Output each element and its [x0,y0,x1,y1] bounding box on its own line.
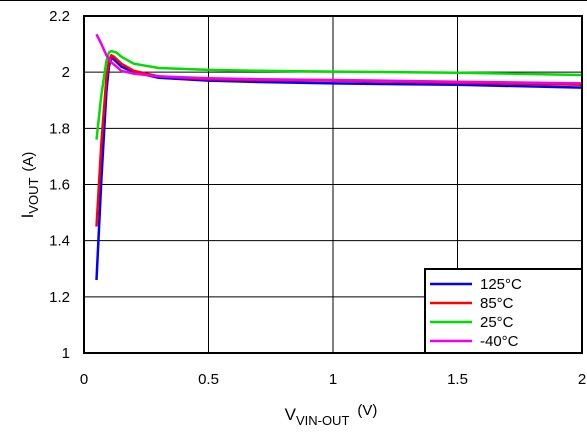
y-tick-labels: 1 1.2 1.4 1.6 1.8 2 2.2 [49,8,70,362]
y-tick-label: 1.2 [49,289,70,306]
x-tick-label: 2 [578,371,586,388]
legend-label: 85°C [480,295,514,312]
plot-frame [83,15,583,354]
y-tick-label: 1 [62,345,70,362]
x-tick-label: 0.5 [198,371,219,388]
x-tick-labels: 0 0.5 1 1.5 2 [80,371,586,388]
x-tick-label: 1 [329,371,337,388]
y-tick-label: 1.6 [49,177,70,194]
x-tick-label: 1.5 [447,371,468,388]
legend: 125°C 85°C 25°C -40°C [424,268,583,354]
legend-label: -40°C [480,333,519,350]
series-line [95,49,583,140]
legend-label: 25°C [480,314,514,331]
y-tick-label: 2 [62,64,70,81]
x-axis-title: VVIN-OUT (V) [285,402,378,428]
y-tick-label: 2.2 [49,8,70,25]
legend-label: 125°C [480,276,522,293]
y-axis-title: IVOUT (A) [18,152,41,219]
y-axis-title-sub: VOUT [26,178,41,214]
x-axis-title-sub: VIN-OUT [296,413,350,428]
y-tick-label: 1.4 [49,233,70,250]
y-axis-title-main: I [18,214,37,219]
series-line [95,33,583,85]
y-axis-title-unit: (A) [20,152,37,172]
x-axis-title-unit: (V) [357,402,377,419]
x-tick-label: 0 [80,371,88,388]
y-tick-label: 1.8 [49,120,70,137]
x-axis-title-main: V [285,405,297,424]
series-layer [95,33,583,281]
